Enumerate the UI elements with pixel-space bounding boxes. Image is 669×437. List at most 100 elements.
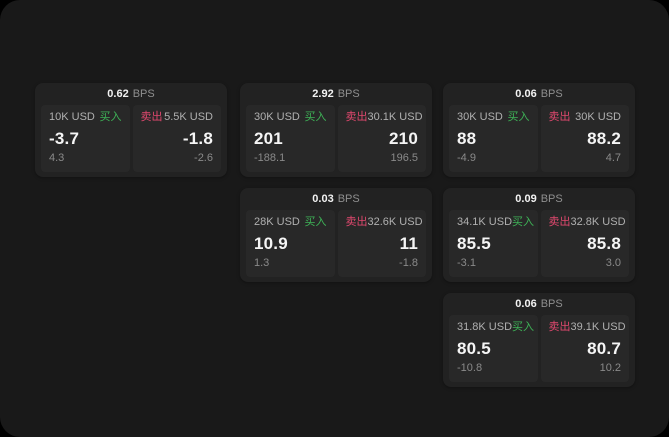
price-tiles: 30K USD 买入 88 -4.9 卖出 30K USD 88.2 4.7 <box>449 105 629 172</box>
quote-card: 2.92 BPS 30K USD 买入 201 -188.1 卖出 30.1K … <box>240 83 432 177</box>
bps-unit: BPS <box>540 87 563 100</box>
buy-tile-top-row: 31.8K USD 买入 <box>457 321 534 333</box>
buy-side-label: 买入 <box>304 111 327 123</box>
buy-side-label: 买入 <box>512 321 535 333</box>
buy-side-label: 买入 <box>99 111 122 123</box>
buy-delta: -188.1 <box>254 152 286 164</box>
buy-tile-top-row: 30K USD 买入 <box>254 112 327 123</box>
buy-price: 201 <box>254 128 283 148</box>
sell-price: -1.8 <box>182 128 213 148</box>
buy-tile-top-row: 10K USD 买入 <box>49 112 122 123</box>
buy-tile-top-row: 28K USD 买入 <box>254 217 327 228</box>
quote-card: 0.09 BPS 34.1K USD 买入 85.5 -3.1 卖出 32.8K… <box>443 188 635 282</box>
spread-header: 0.06 BPS <box>449 293 629 315</box>
buy-tile[interactable]: 28K USD 买入 10.9 1.3 <box>246 210 335 277</box>
sell-tile[interactable]: 卖出 30.1K USD 210 196.5 <box>337 105 426 172</box>
sell-tile-top-row: 卖出 32.8K USD <box>548 216 626 228</box>
buy-amount: 30K USD <box>254 111 300 123</box>
sell-amount: 5.5K USD <box>164 111 213 123</box>
buy-tile-top-row: 34.1K USD 买入 <box>457 217 534 228</box>
buy-tile[interactable]: 30K USD 买入 201 -188.1 <box>246 105 335 172</box>
sell-tile-top-row: 卖出 32.6K USD <box>345 216 423 228</box>
bps-value: 0.09 <box>515 192 537 205</box>
sell-amount: 30.1K USD <box>367 111 423 123</box>
sell-delta: 3.0 <box>605 257 621 269</box>
sell-delta: -1.8 <box>399 257 418 269</box>
spread-header: 2.92 BPS <box>246 83 426 105</box>
price-tiles: 34.1K USD 买入 85.5 -3.1 卖出 32.8K USD 85.8… <box>449 210 629 277</box>
sell-price: 11 <box>399 233 418 253</box>
sell-tile-top-row: 卖出 30.1K USD <box>345 111 423 123</box>
bps-unit: BPS <box>337 87 360 100</box>
buy-tile[interactable]: 34.1K USD 买入 85.5 -3.1 <box>449 210 538 277</box>
buy-delta: 1.3 <box>254 257 270 269</box>
sell-delta: -2.6 <box>194 152 213 164</box>
price-tiles: 28K USD 买入 10.9 1.3 卖出 32.6K USD 11 -1.8 <box>246 210 426 277</box>
sell-amount: 39.1K USD <box>570 321 626 333</box>
buy-amount: 31.8K USD <box>457 321 513 333</box>
buy-tile[interactable]: 10K USD 买入 -3.7 4.3 <box>41 105 130 172</box>
bps-unit: BPS <box>337 192 360 205</box>
buy-amount: 30K USD <box>457 111 503 123</box>
price-tiles: 31.8K USD 买入 80.5 -10.8 卖出 39.1K USD 80.… <box>449 315 629 382</box>
buy-side-label: 买入 <box>304 216 327 228</box>
sell-tile[interactable]: 卖出 32.8K USD 85.8 3.0 <box>540 210 629 277</box>
sell-delta: 10.2 <box>599 362 621 374</box>
sell-side-label: 卖出 <box>345 216 368 228</box>
buy-delta: -3.1 <box>457 257 476 269</box>
buy-tile[interactable]: 30K USD 买入 88 -4.9 <box>449 105 538 172</box>
sell-side-label: 卖出 <box>548 216 571 228</box>
buy-side-label: 买入 <box>512 216 535 228</box>
buy-price: 88 <box>457 128 477 148</box>
buy-price: 10.9 <box>254 233 288 253</box>
buy-amount: 10K USD <box>49 111 95 123</box>
buy-delta: -4.9 <box>457 152 476 164</box>
buy-price: 80.5 <box>457 338 491 358</box>
spread-header: 0.09 BPS <box>449 188 629 210</box>
buy-price: 85.5 <box>457 233 491 253</box>
sell-tile[interactable]: 卖出 32.6K USD 11 -1.8 <box>337 210 426 277</box>
bps-value: 0.62 <box>107 87 129 100</box>
quote-card: 0.62 BPS 10K USD 买入 -3.7 4.3 卖出 5.5K USD… <box>35 83 227 177</box>
spread-header: 0.03 BPS <box>246 188 426 210</box>
sell-price: 88.2 <box>587 128 621 148</box>
sell-tile[interactable]: 卖出 5.5K USD -1.8 -2.6 <box>132 105 221 172</box>
bps-value: 0.06 <box>515 297 537 310</box>
sell-tile[interactable]: 卖出 30K USD 88.2 4.7 <box>540 105 629 172</box>
buy-price: -3.7 <box>49 128 80 148</box>
sell-tile-top-row: 卖出 30K USD <box>549 112 622 123</box>
sell-amount: 30K USD <box>575 111 621 123</box>
sell-amount: 32.8K USD <box>570 216 626 228</box>
sell-price: 210 <box>389 128 418 148</box>
quote-card: 0.06 BPS 30K USD 买入 88 -4.9 卖出 30K USD 8… <box>443 83 635 177</box>
spread-header: 0.06 BPS <box>449 83 629 105</box>
spread-header: 0.62 BPS <box>41 83 221 105</box>
quote-card: 0.06 BPS 31.8K USD 买入 80.5 -10.8 卖出 39.1… <box>443 293 635 387</box>
bps-unit: BPS <box>132 87 155 100</box>
sell-tile-top-row: 卖出 39.1K USD <box>548 321 626 333</box>
sell-side-label: 卖出 <box>345 111 368 123</box>
price-tiles: 30K USD 买入 201 -188.1 卖出 30.1K USD 210 1… <box>246 105 426 172</box>
bps-value: 0.06 <box>515 87 537 100</box>
buy-delta: 4.3 <box>49 152 65 164</box>
sell-price: 85.8 <box>587 233 621 253</box>
buy-tile[interactable]: 31.8K USD 买入 80.5 -10.8 <box>449 315 538 382</box>
sell-side-label: 卖出 <box>548 321 571 333</box>
price-tiles: 10K USD 买入 -3.7 4.3 卖出 5.5K USD -1.8 -2.… <box>41 105 221 172</box>
sell-side-label: 卖出 <box>140 111 163 123</box>
bps-unit: BPS <box>540 297 563 310</box>
buy-delta: -10.8 <box>457 362 483 374</box>
sell-delta: 196.5 <box>390 152 418 164</box>
sell-side-label: 卖出 <box>548 111 571 123</box>
bps-unit: BPS <box>540 192 563 205</box>
sell-amount: 32.6K USD <box>367 216 423 228</box>
buy-side-label: 买入 <box>507 111 530 123</box>
buy-amount: 28K USD <box>254 216 300 228</box>
bps-value: 0.03 <box>312 192 334 205</box>
sell-tile[interactable]: 卖出 39.1K USD 80.7 10.2 <box>540 315 629 382</box>
bps-value: 2.92 <box>312 87 334 100</box>
sell-price: 80.7 <box>587 338 621 358</box>
sell-tile-top-row: 卖出 5.5K USD <box>141 112 214 123</box>
sell-delta: 4.7 <box>605 152 621 164</box>
